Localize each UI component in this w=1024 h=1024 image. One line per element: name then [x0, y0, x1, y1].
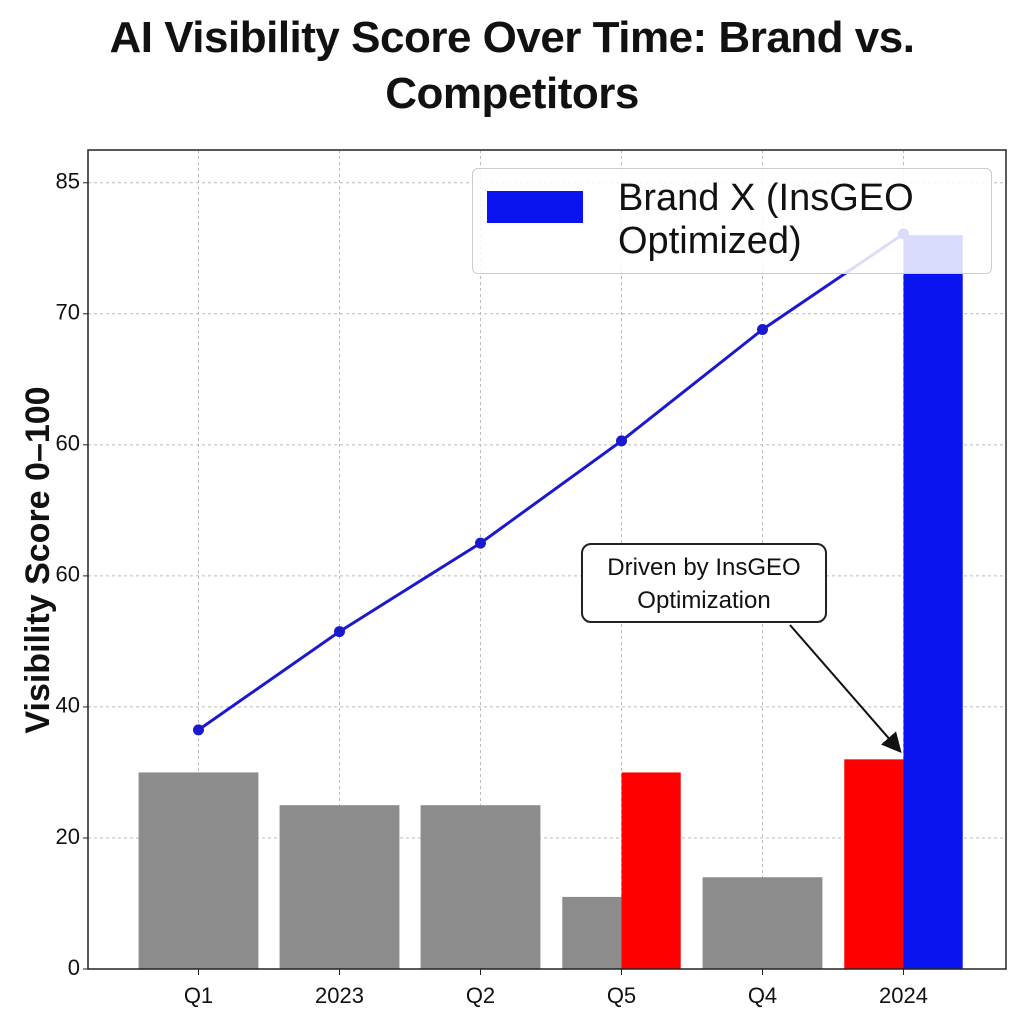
x-tick-label: 2023: [315, 983, 364, 1008]
bar: [702, 877, 823, 969]
y-tick-label: 60: [56, 562, 80, 587]
annotation-arrow: [789, 624, 902, 754]
chart-title: AI Visibility Score Over Time: Brand vs.…: [109, 13, 915, 118]
line-point: [193, 724, 204, 736]
y-tick-label: 70: [56, 300, 80, 325]
y-axis-label: Visibility Score 0–100: [19, 386, 57, 733]
bar: [844, 759, 904, 969]
y-tick-label: 0: [68, 955, 80, 980]
bar: [279, 805, 400, 969]
line: [197, 232, 905, 732]
line-point: [334, 626, 345, 638]
x-tick-label: Q5: [607, 983, 636, 1008]
line-point: [757, 324, 768, 336]
annotation-line: Driven by InsGEO: [607, 554, 801, 581]
bar: [138, 772, 259, 969]
plot-frame: [87, 149, 1007, 970]
line-point: [616, 435, 627, 447]
y-tick-label: 40: [56, 693, 80, 718]
y-tick-label: 20: [56, 824, 80, 849]
bar: [903, 235, 963, 969]
annotation: Driven by InsGEO Optimization: [581, 543, 827, 623]
x-tick-label: Q4: [748, 983, 777, 1008]
bar: [420, 805, 541, 969]
legend-label: Brand X (InsGEO Optimized): [618, 177, 914, 262]
y-tick-label: 85: [56, 169, 80, 194]
y-tick-label: 60: [56, 431, 80, 456]
x-tick-label: 2024: [879, 983, 928, 1008]
x-tick-label: Q2: [466, 983, 495, 1008]
legend-swatch: [487, 191, 583, 223]
x-tick-label: Q1: [184, 983, 213, 1008]
line-point: [475, 537, 486, 549]
annotation-line: Optimization: [637, 587, 771, 614]
bar: [621, 772, 681, 969]
legend: Brand X (InsGEO Optimized): [472, 168, 992, 274]
bar: [562, 896, 622, 969]
